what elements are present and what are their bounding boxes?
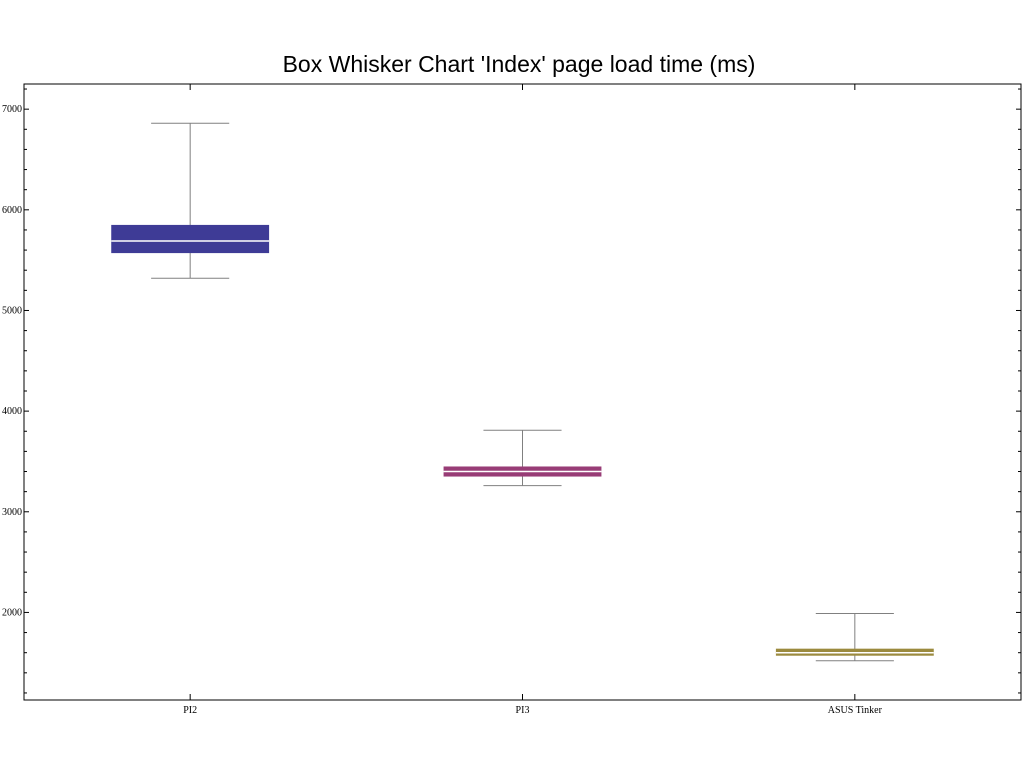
x-category-label: PI2 — [183, 705, 197, 716]
plot-frame — [23, 83, 1022, 701]
box-plot-pi2 — [111, 122, 270, 279]
y-tick-label: 6000 — [2, 205, 22, 216]
y-tick-label: 7000 — [2, 104, 22, 115]
x-category-label: ASUS Tinker — [828, 705, 883, 716]
box-plot-pi3 — [443, 429, 602, 487]
chart-title: Box Whisker Chart 'Index' page load time… — [283, 51, 756, 77]
y-tick-label: 2000 — [2, 607, 22, 618]
boxes-group — [111, 122, 934, 662]
box-plot-asus-tinker — [775, 612, 934, 662]
y-tick-label: 3000 — [2, 507, 22, 518]
y-tick-label: 4000 — [2, 406, 22, 417]
iqr-box — [111, 224, 270, 254]
axes-group: 7000 6000 5000 4000 3000 2000 PI2 PI3 ASUS Tinke… — [2, 84, 1021, 716]
y-tick-label: 5000 — [2, 305, 22, 316]
x-category-label: PI3 — [516, 705, 530, 716]
